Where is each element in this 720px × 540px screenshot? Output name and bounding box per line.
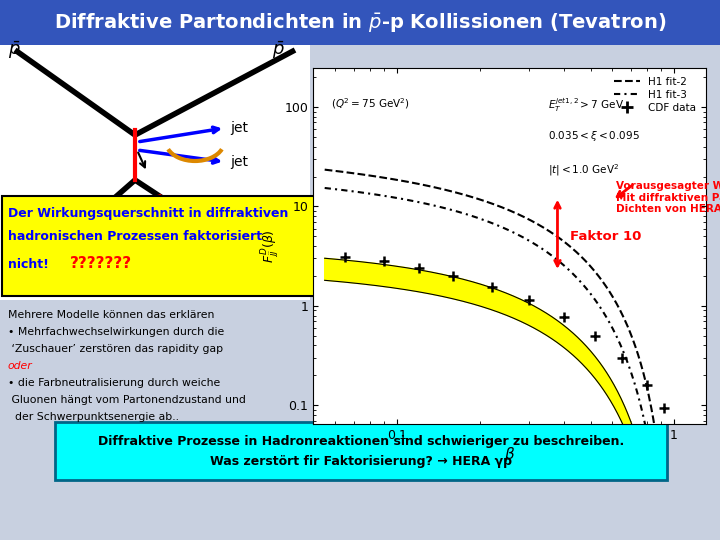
Line: H1 fit-3: H1 fit-3 (325, 188, 674, 540)
CDF data (449, 273, 458, 279)
Text: nicht!: nicht! (8, 258, 49, 271)
CDF data (618, 355, 626, 361)
CDF data (414, 265, 423, 271)
H1 fit-3 (436, 204, 445, 210)
Text: Mehrere Modelle können das erklären: Mehrere Modelle können das erklären (8, 310, 215, 320)
Y-axis label: $F_{jj}^D(\beta)$: $F_{jj}^D(\beta)$ (259, 229, 282, 262)
Text: p: p (8, 273, 21, 291)
Text: $0.035 < \xi < 0.095$: $0.035 < \xi < 0.095$ (548, 129, 639, 143)
H1 fit-2 (436, 185, 445, 192)
Text: $( Q^2 = 75\ \mathrm{GeV}^2 )$: $( Q^2 = 75\ \mathrm{GeV}^2 )$ (331, 96, 410, 111)
Text: Faktor 10: Faktor 10 (570, 230, 641, 243)
Bar (55, 422, 667, 480)
H1 fit-3 (461, 211, 469, 217)
H1 fit-2 (544, 227, 552, 234)
Text: ???????: ??????? (70, 256, 132, 272)
Line: CDF data: CDF data (340, 252, 669, 413)
CDF data (559, 313, 568, 320)
Text: p: p (272, 273, 285, 291)
CDF data (660, 404, 668, 411)
H1 fit-3 (577, 279, 585, 286)
Text: hadronischen Prozessen faktorisiert: hadronischen Prozessen faktorisiert (8, 230, 262, 242)
CDF data (341, 254, 349, 260)
Legend: H1 fit-2, H1 fit-3, CDF data: H1 fit-2, H1 fit-3, CDF data (610, 73, 701, 117)
Bar (0, 45, 310, 300)
Text: Gluonen hängt vom Partonendzustand und: Gluonen hängt vom Partonendzustand und (8, 395, 246, 405)
Text: • Mehrfachwechselwirkungen durch die: • Mehrfachwechselwirkungen durch die (8, 327, 224, 337)
Text: Was zerstört fir Faktorisierung? → HERA γp: Was zerstört fir Faktorisierung? → HERA … (210, 456, 512, 469)
Line: H1 fit-2: H1 fit-2 (325, 170, 680, 540)
H1 fit-3 (579, 281, 588, 288)
Text: Diffraktive Prozesse in Hadronreaktionen sind schwieriger zu beschreiben.: Diffraktive Prozesse in Hadronreaktionen… (98, 435, 624, 448)
H1 fit-2 (320, 166, 329, 173)
H1 fit-2 (461, 192, 469, 198)
X-axis label: $\beta$: $\beta$ (504, 444, 515, 463)
CDF data (643, 382, 652, 388)
Text: $|t| < 1.0\ \mathrm{GeV}^2$: $|t| < 1.0\ \mathrm{GeV}^2$ (548, 162, 618, 178)
Text: $E_T^{jet1,2} > 7\ \mathrm{GeV}$: $E_T^{jet1,2} > 7\ \mathrm{GeV}$ (548, 96, 624, 113)
Text: gap ?: gap ? (127, 205, 173, 219)
Text: der Schwerpunktsenergie ab..: der Schwerpunktsenergie ab.. (8, 412, 179, 422)
H1 fit-2 (577, 253, 585, 260)
Bar (2, 196, 316, 296)
Text: $\bar{p}$: $\bar{p}$ (272, 39, 285, 61)
H1 fit-3 (320, 185, 329, 191)
CDF data (379, 258, 388, 265)
H1 fit-2 (363, 172, 372, 178)
Text: Der Wirkungsquerschnitt in diffraktiven: Der Wirkungsquerschnitt in diffraktiven (8, 207, 289, 220)
Text: oder: oder (8, 361, 32, 371)
Text: • die Farbneutralisierung durch weiche: • die Farbneutralisierung durch weiche (8, 378, 220, 388)
Text: Diffraktive Partondichten in $\bar{p}$-p Kollissionen (Tevatron): Diffraktive Partondichten in $\bar{p}$-p… (54, 11, 666, 35)
Text: $\bar{p}$: $\bar{p}$ (8, 39, 21, 61)
CDF data (591, 333, 600, 339)
Text: jet: jet (230, 155, 248, 169)
CDF data (525, 296, 534, 303)
Text: Vorausgesagter WQ
Mit diffraktiven Parton-
Dichten von HERA: Vorausgesagter WQ Mit diffraktiven Parto… (616, 181, 720, 214)
Text: ‘Zuschauer’ zerstören das rapidity gap: ‘Zuschauer’ zerstören das rapidity gap (8, 344, 223, 354)
Bar (0, 0, 720, 45)
CDF data (487, 284, 496, 290)
H1 fit-3 (363, 190, 372, 197)
H1 fit-2 (579, 255, 588, 261)
H1 fit-3 (544, 249, 552, 256)
Text: jet: jet (230, 121, 248, 135)
